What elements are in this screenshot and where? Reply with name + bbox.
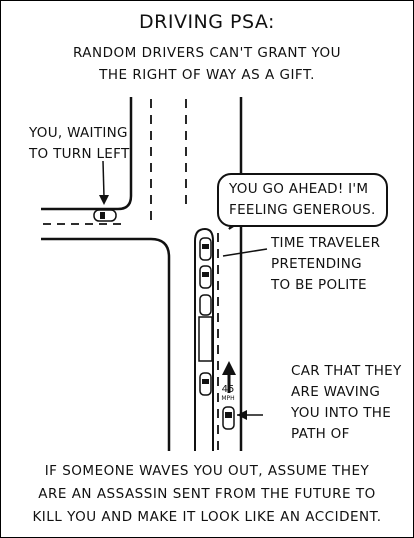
pointer-time-traveler <box>222 248 268 257</box>
comic-title: Driving PSA: <box>139 11 275 33</box>
car-label-line-1: Car that they <box>291 363 402 379</box>
car-label-line-2: are waving <box>291 384 381 400</box>
road-edge-left-lower <box>41 237 171 451</box>
speech-bubble: You go ahead! I'm feeling generous. <box>217 173 388 227</box>
speed-unit: mph <box>221 395 235 402</box>
subtitle-line-2: the right of way as a gift. <box>99 67 315 83</box>
bottom-line-2: are an assassin sent from the future to <box>38 486 376 502</box>
time-traveler-label: Time traveler pretending to be polite <box>271 233 380 296</box>
speed-marking: 45 mph <box>219 384 237 403</box>
you-label-line-2: to turn left <box>29 146 130 162</box>
time-traveler-line-1: Time traveler <box>271 235 381 251</box>
time-traveler-line-2: pretending <box>271 256 362 272</box>
median-island <box>194 227 214 451</box>
car-label-line-4: path of <box>291 426 350 442</box>
pointer-you <box>102 160 105 198</box>
speed-number: 45 <box>221 384 235 395</box>
road-edge-left-upper <box>41 97 133 211</box>
speech-line-2: feeling generous. <box>229 202 376 218</box>
car-label: Car that they are waving you into the pa… <box>291 361 402 445</box>
bottom-line-3: kill you and make it look like an accide… <box>32 509 382 525</box>
car-column <box>198 237 213 396</box>
speeding-car <box>222 406 235 430</box>
you-label: You, waiting to turn left <box>29 123 130 165</box>
you-label-line-1: You, waiting <box>29 125 128 141</box>
speech-line-1: You go ahead! I'm <box>229 181 369 197</box>
motion-arrow <box>222 361 236 393</box>
car-label-line-3: you into the <box>291 405 392 421</box>
subtitle-line-1: Random drivers can't grant you <box>72 45 342 61</box>
time-traveler-line-3: to be polite <box>271 277 367 293</box>
waiting-car <box>93 209 117 222</box>
bottom-line-1: If someone waves you out, assume they <box>44 463 370 479</box>
